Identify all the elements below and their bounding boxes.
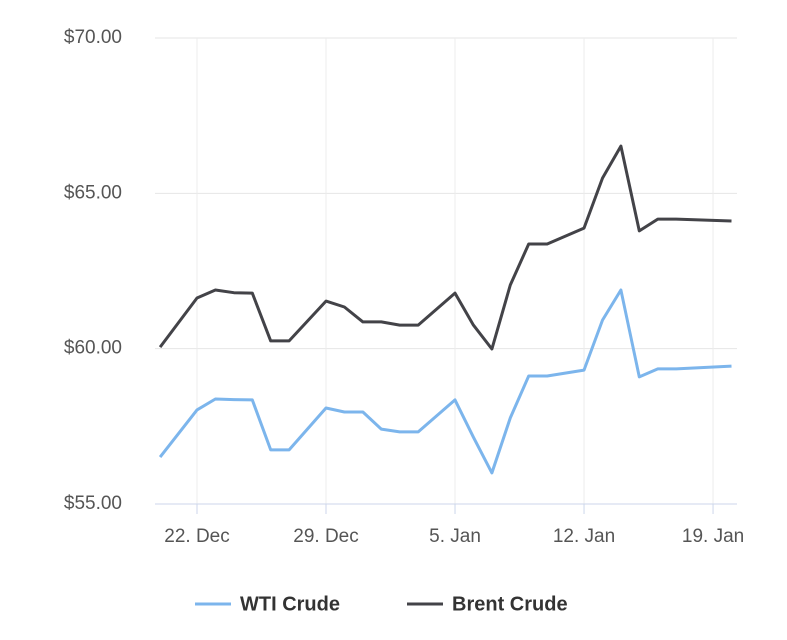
legend: WTI Crude Brent Crude bbox=[195, 593, 568, 615]
x-tick-label: 29. Dec bbox=[293, 526, 358, 547]
x-tick-label: 5. Jan bbox=[429, 526, 481, 547]
legend-label: Brent Crude bbox=[452, 593, 568, 615]
series-line bbox=[158, 288, 732, 475]
y-tick-label: $65.00 bbox=[64, 182, 122, 203]
series-line bbox=[158, 144, 732, 351]
x-tick-label: 12. Jan bbox=[553, 526, 615, 547]
x-tick-label: 22. Dec bbox=[164, 526, 229, 547]
y-tick-label: $55.00 bbox=[64, 493, 122, 514]
legend-label: WTI Crude bbox=[240, 593, 340, 615]
y-tick-label: $70.00 bbox=[64, 27, 122, 48]
y-tick-label: $60.00 bbox=[64, 338, 122, 359]
x-tick-label: 19. Jan bbox=[682, 526, 744, 547]
